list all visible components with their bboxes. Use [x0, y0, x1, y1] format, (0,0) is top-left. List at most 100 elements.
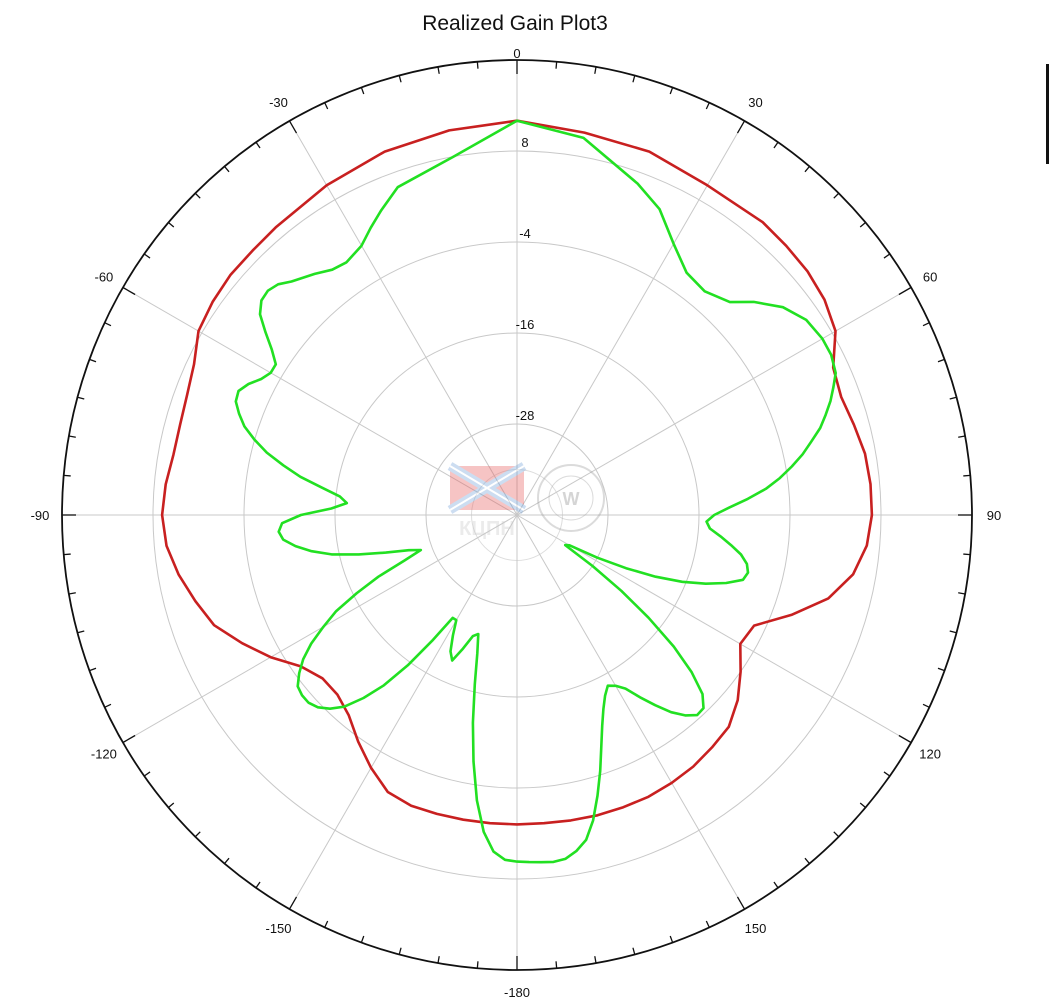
angle-tick-mark: [288, 896, 298, 910]
angle-tick-mark: [360, 935, 365, 943]
angle-tick-label: -30: [269, 95, 288, 110]
svg-text:КЦПН: КЦПН: [459, 518, 515, 540]
angle-tick-mark: [324, 102, 329, 110]
angle-tick-mark: [398, 947, 402, 955]
angle-tick-mark: [594, 66, 597, 74]
angle-tick-mark: [168, 802, 175, 808]
svg-text:W: W: [563, 489, 580, 509]
seal-logo-icon: W: [537, 464, 605, 532]
angle-tick-label: 0: [513, 46, 520, 61]
angle-tick-label: 150: [745, 921, 767, 936]
series-line-1: [160, 119, 874, 826]
angle-tick-mark: [773, 881, 779, 889]
angle-tick-mark: [937, 358, 945, 363]
angle-tick-mark: [476, 961, 479, 969]
angle-tick-mark: [476, 61, 479, 69]
angle-tick-mark: [937, 667, 945, 672]
angle-tick-mark: [89, 667, 97, 672]
angle-tick-mark: [594, 956, 597, 964]
angle-tick-mark: [898, 286, 912, 296]
grid-spoke: [289, 514, 518, 910]
angle-tick-mark: [288, 120, 298, 134]
angle-tick-mark: [922, 322, 930, 327]
angle-tick-mark: [859, 802, 866, 808]
radial-tick-label: -4: [519, 226, 531, 241]
angle-tick-mark: [194, 192, 201, 199]
watermark: КЦПН W: [447, 462, 605, 540]
angle-tick-mark: [632, 75, 636, 83]
angle-tick-label: -150: [265, 921, 291, 936]
series-line-2: [234, 119, 837, 864]
angle-tick-mark: [669, 87, 674, 95]
grid-spoke: [122, 287, 518, 516]
angle-tick-mark: [224, 166, 230, 173]
angle-tick-mark: [963, 474, 971, 477]
chart-title: Realized Gain Plot3: [422, 12, 608, 35]
angle-tick-mark: [804, 166, 810, 173]
angle-tick-mark: [958, 435, 966, 438]
angle-tick-label: -180: [504, 985, 530, 1000]
angle-tick-mark: [705, 102, 710, 110]
angle-tick-label: 30: [748, 95, 762, 110]
angle-tick-label: 60: [923, 270, 937, 285]
angle-tick-mark: [194, 831, 201, 838]
angle-tick-label: -90: [31, 508, 50, 523]
angle-tick-label: 90: [987, 508, 1001, 523]
angle-tick-mark: [360, 87, 365, 95]
angle-tick-mark: [63, 474, 71, 477]
angle-tick-mark: [883, 771, 891, 777]
angle-tick-mark: [77, 630, 85, 634]
angle-tick-mark: [555, 961, 558, 969]
grid-spoke: [516, 514, 745, 910]
series-layer: [160, 119, 874, 864]
grid-spoke: [122, 514, 518, 743]
angle-tick-mark: [736, 896, 746, 910]
angle-tick-mark: [963, 553, 971, 556]
angle-tick-mark: [255, 881, 261, 889]
radial-tick-label: -16: [516, 317, 535, 332]
radial-tick-label: 8: [521, 135, 528, 150]
angle-tick-mark: [104, 322, 112, 327]
angle-tick-mark: [143, 253, 151, 259]
angle-tick-mark: [773, 141, 779, 149]
angle-tick-mark: [437, 956, 440, 964]
angle-tick-mark: [804, 857, 810, 864]
angle-tick-mark: [168, 222, 175, 228]
angle-tick-mark: [77, 396, 85, 400]
flag-logo-icon: КЦПН: [447, 462, 527, 540]
angle-tick-mark: [224, 857, 230, 864]
angle-tick-label: -60: [95, 270, 114, 285]
grid-spoke: [516, 120, 745, 516]
angle-tick-mark: [68, 592, 76, 595]
angle-tick-mark: [898, 734, 912, 744]
angle-tick-mark: [398, 75, 402, 83]
angle-tick-mark: [324, 920, 329, 928]
angle-tick-mark: [949, 396, 957, 400]
angle-tick-mark: [143, 771, 151, 777]
grid-spoke: [516, 287, 912, 516]
radial-tick-label: -28: [516, 408, 535, 423]
outer-ring: [61, 59, 973, 971]
angle-tick-mark: [859, 222, 866, 228]
edge-divider: [1046, 64, 1049, 164]
axis-labels: 0 30 60 90 120 150 -180 -150 -120 -90 -60 -30 8 -4 -16…: [31, 46, 1002, 1000]
grid-spoke: [289, 120, 518, 516]
angle-tick-mark: [958, 592, 966, 595]
angle-tick-mark: [89, 358, 97, 363]
angle-tick-label: -120: [91, 747, 117, 762]
angle-tick-mark: [922, 703, 930, 708]
angle-tick-label: 120: [919, 747, 941, 762]
angle-tick-mark: [122, 286, 136, 296]
angle-tick-mark: [736, 120, 746, 134]
angle-tick-mark: [555, 61, 558, 69]
angle-tick-mark: [705, 920, 710, 928]
polar-grid: [62, 60, 972, 970]
angle-tick-mark: [949, 630, 957, 634]
angle-tick-mark: [68, 435, 76, 438]
angle-tick-mark: [883, 253, 891, 259]
grid-spoke: [516, 514, 912, 743]
angle-tick-mark: [833, 192, 840, 199]
angle-tick-mark: [122, 734, 136, 744]
angle-tick-mark: [437, 66, 440, 74]
